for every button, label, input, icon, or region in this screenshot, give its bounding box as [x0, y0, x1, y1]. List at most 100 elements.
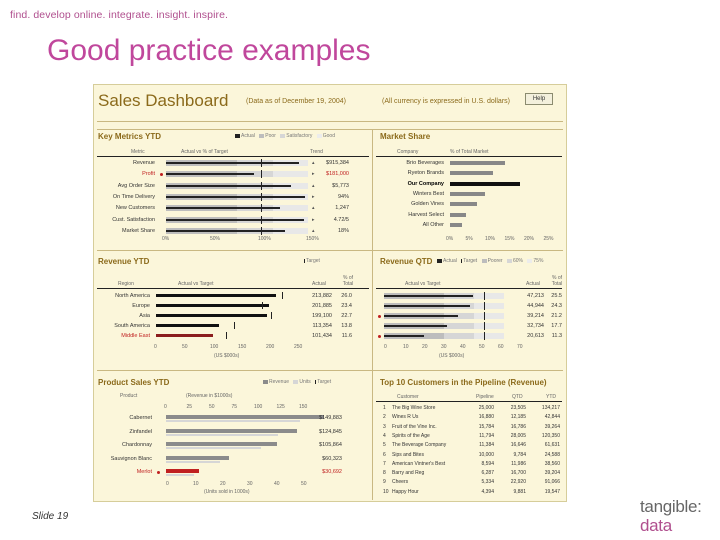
ps-row-label: Cabernet	[129, 415, 152, 421]
row-divider-1	[97, 250, 563, 251]
km-trend-arrow: ▸	[312, 216, 315, 223]
rq-row-pct: 17.7	[551, 323, 562, 329]
ps-bottom-tick: 10	[193, 481, 199, 487]
km-actual-bar	[166, 218, 304, 221]
ry-row-pct: 13.8	[341, 323, 352, 329]
tc-rank: 6	[383, 451, 386, 458]
km-header-trend: Trend	[310, 149, 323, 155]
km-actual-bar	[166, 173, 255, 176]
km-trend-arrow: ▴	[312, 160, 315, 166]
rq-actual-bar	[384, 315, 459, 317]
tc-qtd: 16,646	[510, 442, 526, 449]
ps-header-product: Product	[120, 393, 138, 399]
rq-actual-bar	[384, 305, 470, 307]
tc-pipeline: 15,784	[478, 423, 494, 430]
tc-pipeline: 11,794	[479, 432, 494, 439]
tc-ytd: 61,631	[544, 442, 560, 449]
tc-pipeline: 25,000	[478, 405, 494, 411]
rq-alert-dot	[378, 315, 381, 318]
rq-header-pct: % of Total	[551, 275, 563, 287]
km-target-mark	[261, 159, 263, 167]
revenue-qtd-title: Revenue QTD	[380, 257, 433, 266]
rq-range-75	[474, 303, 504, 309]
rq-target-mark	[484, 322, 485, 330]
km-target-mark	[261, 181, 263, 190]
tc-qtd: 12,185	[510, 414, 526, 421]
km-trend-arrow: ▸	[312, 171, 315, 178]
header-rule-2	[97, 129, 563, 130]
ry-tick: 150	[238, 344, 247, 350]
top-customers-title: Top 10 Customers in the Pipeline (Revenu…	[380, 378, 547, 387]
tc-qtd: 16,700	[510, 470, 526, 477]
ry-target-mark	[270, 312, 272, 319]
tc-rank: 10	[383, 488, 389, 495]
ps-revenue-bar	[166, 415, 324, 419]
ry-header-region: Region	[118, 281, 134, 287]
key-metrics-legend: Actual Poor Satisfactory Good	[232, 133, 335, 139]
tc-ytd: 42,844	[544, 414, 560, 421]
km-actual-bar	[166, 195, 306, 198]
km-tick: 50%	[210, 236, 221, 242]
tc-qtd: 11,986	[511, 460, 526, 467]
km-range-good	[272, 227, 308, 234]
tc-ytd: 134,217	[541, 405, 560, 411]
ms-tick: 5%	[465, 236, 473, 242]
rq-target-mark	[484, 302, 485, 310]
dashboard-as-of: (Data as of December 19, 2004)	[246, 98, 346, 105]
ps-bottom-tick: 0	[166, 481, 169, 487]
ry-tick: 0	[154, 344, 157, 350]
rq-range-75	[474, 313, 504, 319]
tc-rank: 3	[383, 423, 386, 430]
km-range-good	[272, 171, 308, 178]
tc-ytd: 19,547	[544, 488, 560, 495]
ps-top-tick: 100	[254, 404, 263, 410]
ry-tick: 200	[266, 344, 275, 350]
ms-tick: 0%	[446, 236, 454, 242]
ry-row-pct: 23.4	[341, 303, 352, 309]
ps-top-tick: 0	[164, 404, 167, 410]
rq-range-60	[444, 333, 474, 339]
rq-range-75	[474, 323, 504, 329]
tc-pipeline: 16,880	[478, 414, 494, 421]
km-row-label: Market Share	[121, 227, 155, 234]
ps-revenue-bar	[166, 469, 199, 473]
ms-share-bar	[450, 161, 505, 165]
rq-range-60	[444, 323, 474, 329]
ms-row-label: Brio Beverages	[406, 160, 444, 166]
ms-row-label: All Other	[422, 221, 444, 228]
rq-tick: 30	[441, 344, 447, 350]
ps-row-value: $124,845	[319, 428, 342, 435]
tc-rank: 1	[383, 405, 386, 411]
tc-ytd: 120,350	[541, 432, 560, 439]
revenue-ytd-legend: Target	[304, 258, 320, 264]
rq-range-75	[474, 293, 504, 299]
rq-tick: 70	[517, 344, 523, 350]
km-actual-bar	[166, 207, 280, 210]
ry-tick: 100	[210, 344, 219, 350]
ry-target-mark	[234, 322, 236, 329]
km-header-metric: Metric	[131, 149, 145, 155]
rq-row-value: 47,213	[527, 293, 544, 299]
ps-row-value: $149,883	[319, 415, 342, 421]
revenue-ytd-title: Revenue YTD	[98, 257, 150, 266]
ps-row-label: Merlot	[136, 469, 152, 475]
km-target-mark	[261, 204, 263, 213]
ms-header-share: % of Total Market	[450, 149, 489, 155]
km-row-value: $181,000	[326, 171, 349, 178]
rq-range-75	[474, 333, 504, 339]
km-row-label: Profit	[142, 171, 155, 178]
rq-header-rule	[376, 288, 562, 289]
tc-customer: Wines R Us	[392, 414, 419, 421]
km-header-actual: Actual vs % of Target	[181, 149, 228, 155]
km-row-value: $915,384	[326, 160, 349, 166]
tc-customer: The Big Wine Store	[392, 405, 436, 411]
km-row-value: 94%	[337, 193, 349, 200]
rq-row-pct: 24.3	[551, 303, 562, 309]
logo-wordmark-bottom: data	[640, 516, 672, 535]
tc-pipeline: 10,000	[478, 451, 494, 458]
km-row-label: Avg Order Size	[117, 182, 155, 189]
help-button[interactable]: Help	[525, 93, 553, 105]
tc-customer: Happy Hour	[392, 488, 419, 495]
rq-header-actual-col: Actual	[526, 281, 540, 287]
rq-actual-bar	[384, 325, 447, 327]
